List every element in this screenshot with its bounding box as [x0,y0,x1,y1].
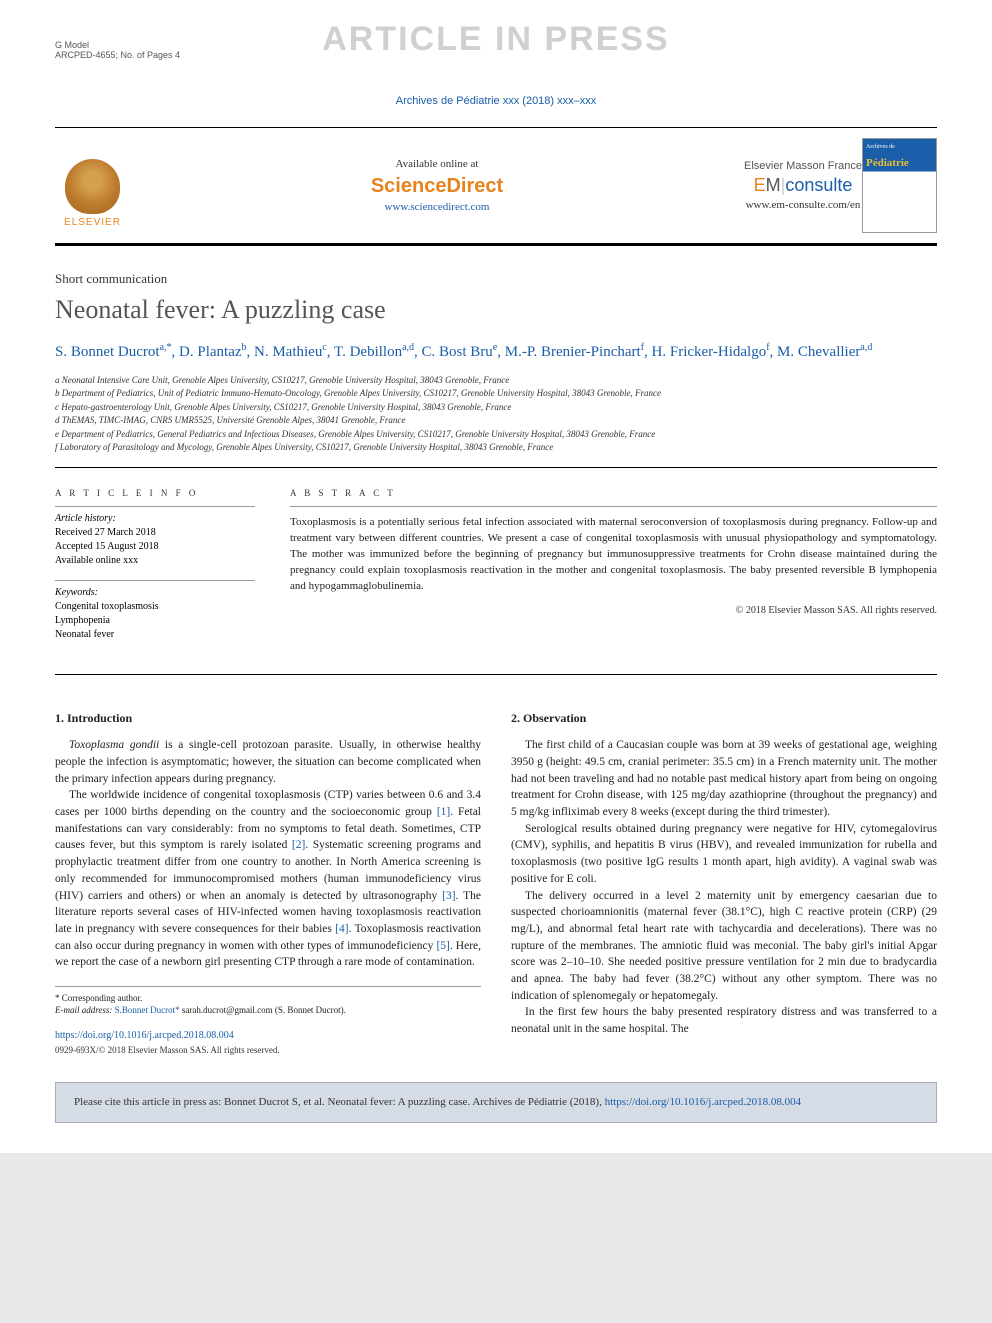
em-consulte-block: Elsevier Masson France EM|consulte www.e… [744,160,862,211]
keywords-block: Keywords: Congenital toxoplasmosis Lymph… [55,580,255,642]
issn-copyright: 0929-693X/© 2018 Elsevier Masson SAS. Al… [55,1044,481,1057]
em-url[interactable]: www.em-consulte.com/en [744,199,862,211]
brand-bar: ELSEVIER Available online at ScienceDire… [55,127,937,246]
model-line2: ARCPED-4655; No. of Pages 4 [55,50,180,60]
abstract-copyright: © 2018 Elsevier Masson SAS. All rights r… [290,605,937,616]
body-columns: 1. Introduction Toxoplasma gondii is a s… [55,710,937,1057]
em-consulte-logo[interactable]: EM|consulte [744,175,862,196]
accepted-date: Accepted 15 August 2018 [55,540,255,554]
sciencedirect-block: Available online at ScienceDirect www.sc… [130,158,744,213]
footnote-block: * Corresponding author. E-mail address: … [55,986,481,1017]
affiliations: a Neonatal Intensive Care Unit, Grenoble… [55,374,937,469]
abstract-text: Toxoplasmosis is a potentially serious f… [290,506,937,595]
sciencedirect-url[interactable]: www.sciencedirect.com [130,201,744,213]
available-text: Available online at [130,158,744,170]
cover-title: Pédiatrie [866,157,909,169]
elsevier-text: ELSEVIER [64,217,121,228]
cover-subtitle: Archives de [866,144,933,150]
elsevier-logo[interactable]: ELSEVIER [55,143,130,228]
obs-para-1: The first child of a Caucasian couple wa… [511,737,937,820]
cite-text: Please cite this article in press as: Bo… [74,1096,605,1108]
keyword-2: Lymphopenia [55,614,255,628]
affiliation-a: a Neonatal Intensive Care Unit, Grenoble… [55,374,937,387]
info-abstract-row: A R T I C L E I N F O Article history: R… [55,488,937,675]
cite-doi-link[interactable]: https://doi.org/10.1016/j.arcped.2018.08… [605,1096,802,1108]
introduction-heading: 1. Introduction [55,710,481,727]
article-history: Article history: Received 27 March 2018 … [55,506,255,568]
em-consulte-text: consulte [785,175,852,195]
history-label: Article history: [55,512,255,526]
elsevier-tree-icon [65,159,120,214]
author-list: S. Bonnet Ducrota,*, D. Plantazb, N. Mat… [55,340,937,364]
intro-para-1: Toxoplasma gondii is a single-cell proto… [55,737,481,787]
keyword-3: Neonatal fever [55,628,255,642]
p2a: The worldwide incidence of congenital to… [55,789,481,818]
corresponding-author: * Corresponding author. [55,992,481,1005]
article-page: G Model ARCPED-4655; No. of Pages 4 ARTI… [0,0,992,1153]
online-date: Available online xxx [55,554,255,568]
obs-para-3: The delivery occurred in a level 2 mater… [511,888,937,1005]
keyword-1: Congenital toxoplasmosis [55,600,255,614]
affiliation-d: d ThEMAS, TIMC-IMAG, CNRS UMR5525, Unive… [55,414,937,427]
affiliation-e: e Department of Pediatrics, General Pedi… [55,428,937,441]
affiliation-f: f Laboratory of Parasitology and Mycolog… [55,441,937,454]
email-address: sarah.ducrot@gmail.com (S. Bonnet Ducrot… [182,1005,346,1015]
ref-link-2[interactable]: [2] [292,839,305,851]
intro-para-2: The worldwide incidence of congenital to… [55,787,481,970]
em-e: E [754,175,766,195]
affiliation-b: b Department of Pediatrics, Unit of Pedi… [55,387,937,400]
journal-reference: Archives de Pédiatrie xxx (2018) xxx–xxx [55,95,937,107]
model-line1: G Model [55,40,180,50]
watermark-text: ARTICLE IN PRESS [322,20,669,59]
em-m: M [766,175,781,195]
em-publisher: Elsevier Masson France [744,160,862,172]
journal-cover-thumbnail[interactable]: Archives de Pédiatrie [862,138,937,233]
doi-link[interactable]: https://doi.org/10.1016/j.arcped.2018.08… [55,1029,481,1044]
abstract: A B S T R A C T Toxoplasmosis is a poten… [290,488,937,654]
article-type: Short communication [55,271,937,287]
citation-box: Please cite this article in press as: Bo… [55,1082,937,1123]
obs-para-2: Serological results obtained during preg… [511,821,937,888]
ref-link-4[interactable]: [4] [335,923,348,935]
affiliation-c: c Hepato-gastroenterology Unit, Grenoble… [55,401,937,414]
ref-link-5[interactable]: [5] [436,940,449,952]
left-column: 1. Introduction Toxoplasma gondii is a s… [55,710,481,1057]
article-info: A R T I C L E I N F O Article history: R… [55,488,255,654]
right-column: 2. Observation The first child of a Cauc… [511,710,937,1057]
email-label: E-mail address: [55,1005,115,1015]
info-heading: A R T I C L E I N F O [55,488,255,498]
abstract-heading: A B S T R A C T [290,488,937,498]
intro-p1-text: Toxoplasma gondii is a single-cell proto… [55,739,481,784]
email-author-link[interactable]: S.Bonnet Ducrot* [115,1005,180,1015]
article-title: Neonatal fever: A puzzling case [55,295,937,325]
ref-link-1[interactable]: [1] [437,806,450,818]
model-info: G Model ARCPED-4655; No. of Pages 4 [55,40,180,60]
observation-heading: 2. Observation [511,710,937,727]
obs-para-4: In the first few hours the baby presente… [511,1004,937,1037]
keywords-label: Keywords: [55,586,255,600]
ref-link-3[interactable]: [3] [442,890,455,902]
email-line: E-mail address: S.Bonnet Ducrot* sarah.d… [55,1004,481,1017]
received-date: Received 27 March 2018 [55,526,255,540]
sciencedirect-logo[interactable]: ScienceDirect [130,175,744,198]
